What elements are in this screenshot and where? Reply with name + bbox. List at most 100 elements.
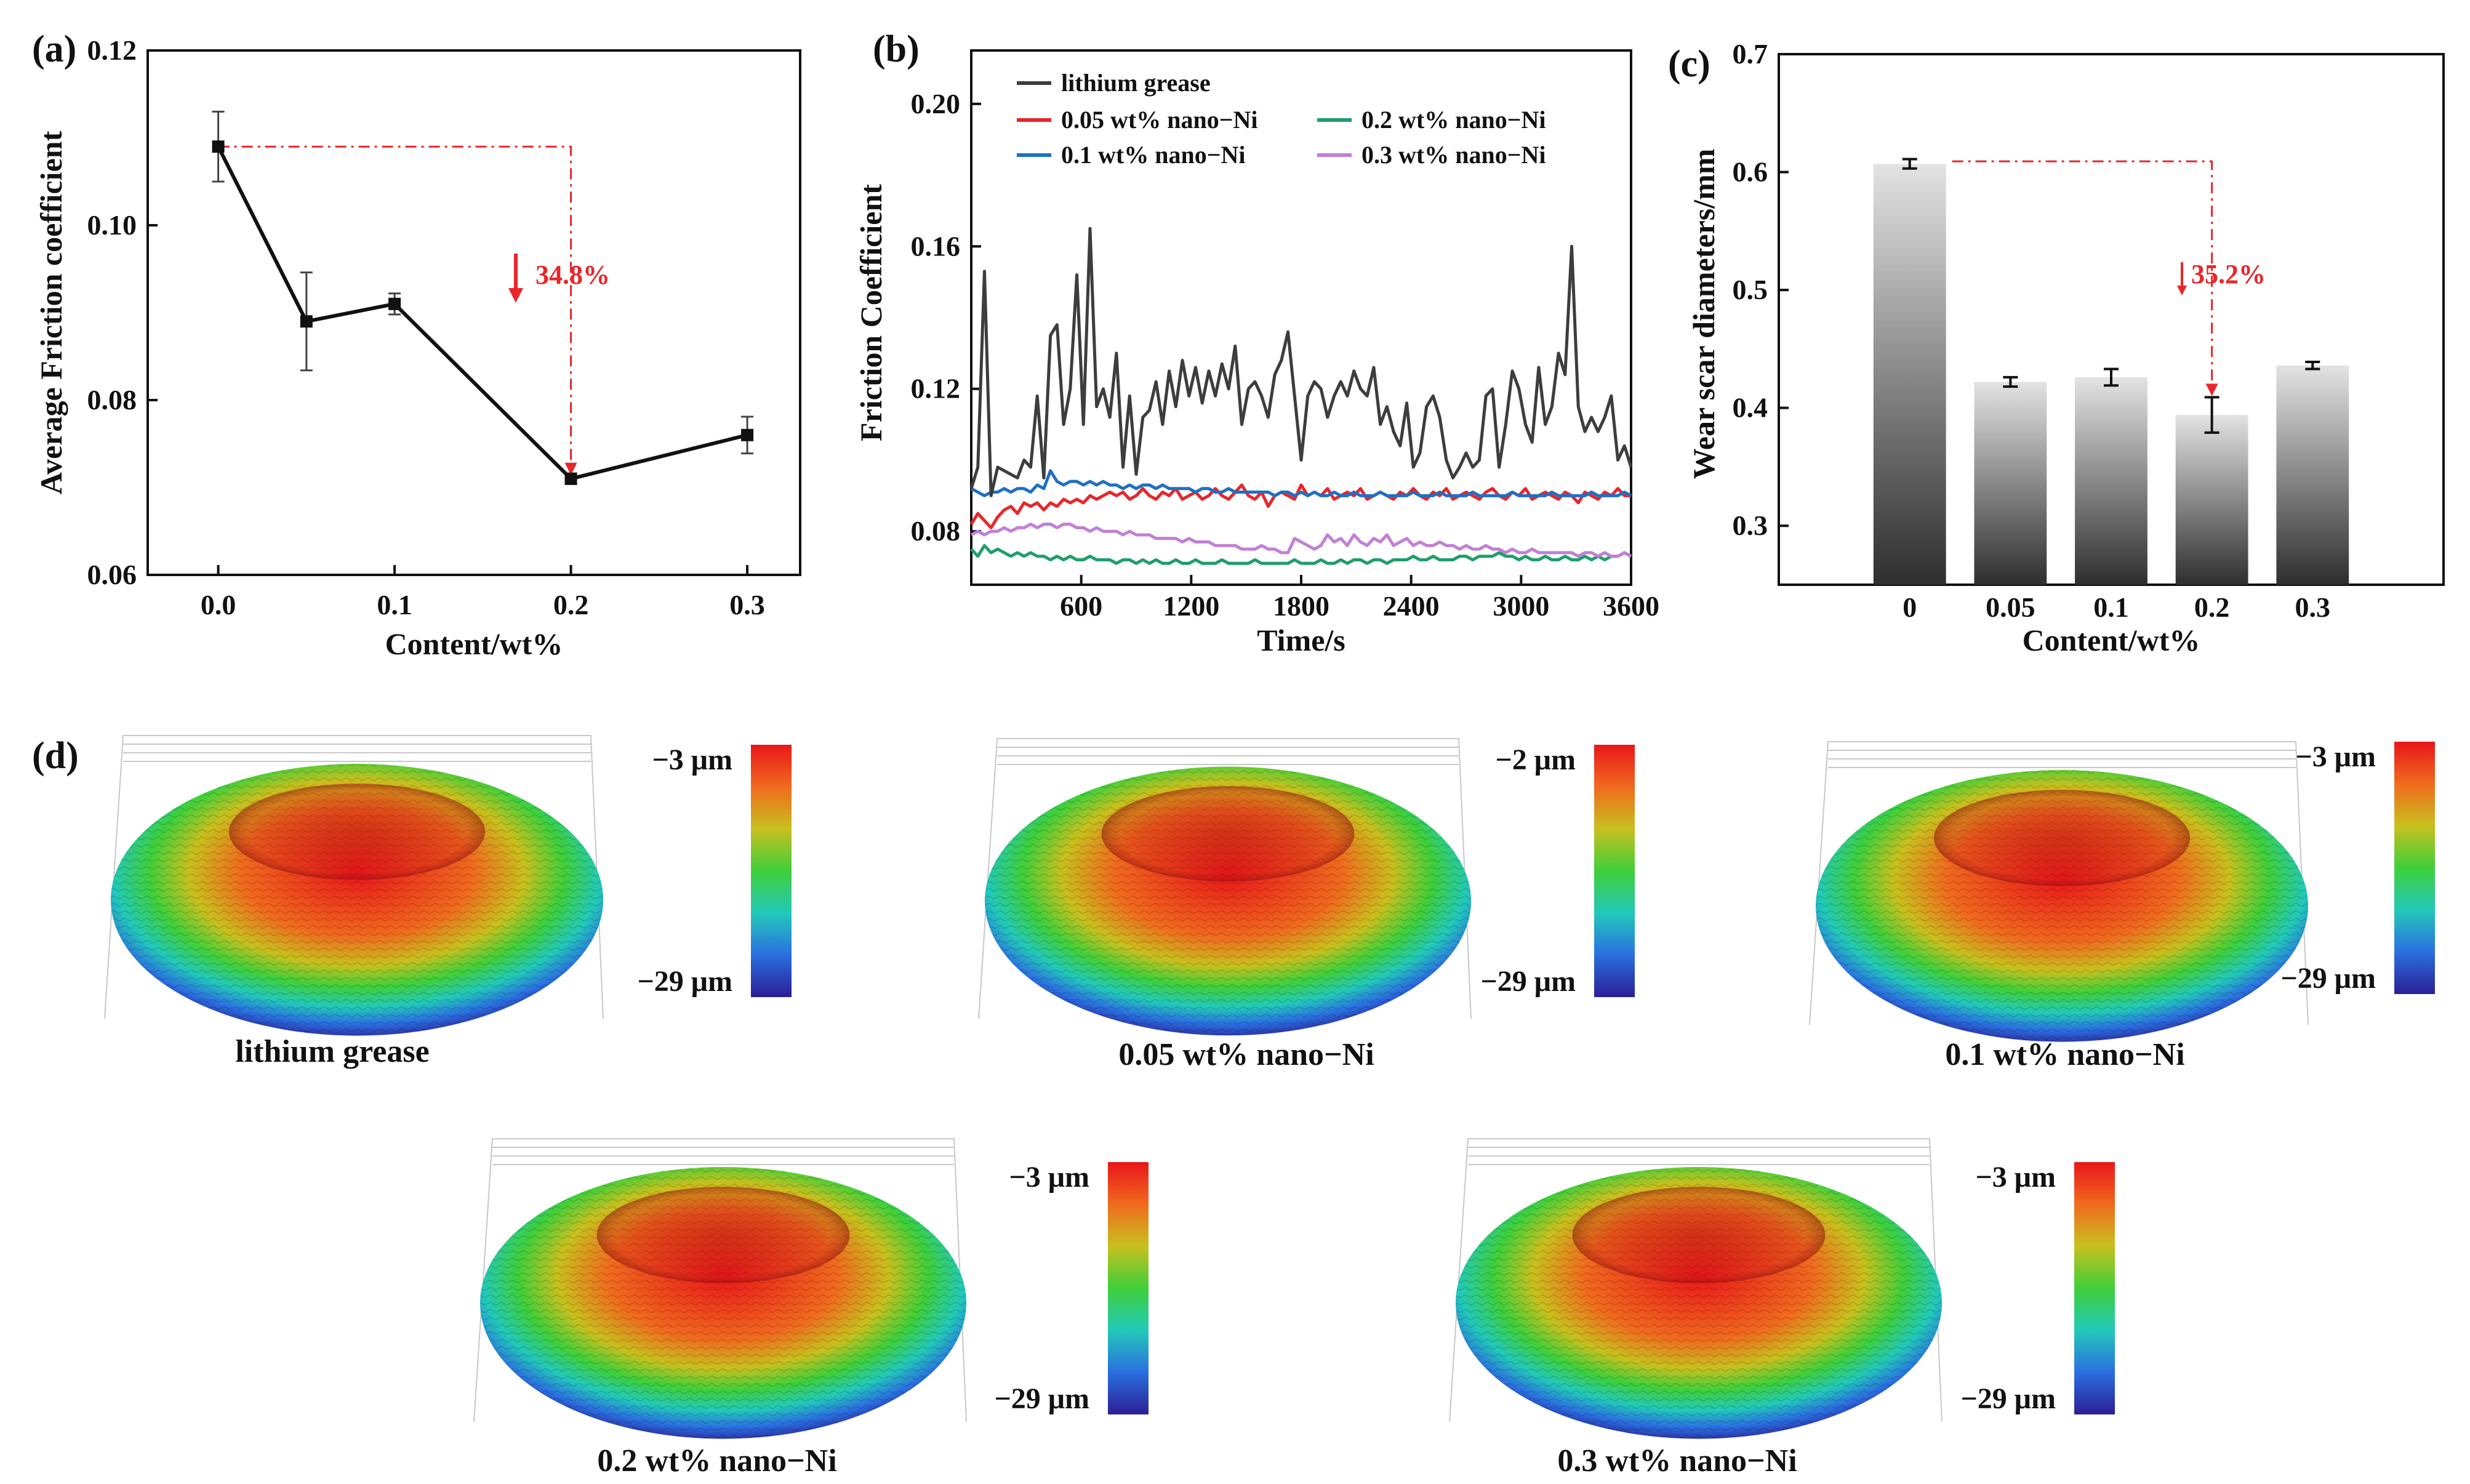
panel-b-series-line-4 xyxy=(970,523,1632,558)
panel-d-label: (d) xyxy=(32,735,79,777)
panel-b-legend: lithium grease 0.05 wt% nano−Ni 0.2 wt% na… xyxy=(1017,69,1546,169)
panel-a-ylabel: Average Friction coefficient xyxy=(34,130,68,494)
surface-caption: 0.05 wt% nano−Ni xyxy=(1118,1037,1374,1072)
wear-scar-pit xyxy=(1572,1187,1826,1283)
panel-b-legend-label: lithium grease xyxy=(1061,69,1211,97)
panel-b-xtick-label: 600 xyxy=(1060,590,1102,622)
colorbar-max-label: −3 μm xyxy=(1975,1161,2056,1193)
panel-a-frame xyxy=(146,49,801,576)
panel-c-ytick-label: 0.7 xyxy=(1733,38,1768,70)
panel-a-xtick-label: 0.2 xyxy=(553,589,589,620)
panel-c-bar xyxy=(1873,164,1946,585)
panel-b-series-line-3 xyxy=(970,469,1632,497)
surface-caption: 0.2 wt% nano−Ni xyxy=(597,1443,836,1478)
panel-b-ytick-label: 0.08 xyxy=(911,515,961,547)
panel-a-data-point xyxy=(388,297,401,310)
wear-scar-pit xyxy=(229,784,485,880)
surface-map-4: −3 μm −29 μm 0.2 wt% nano−Ni xyxy=(473,1138,1149,1478)
panel-c: (c) 0.3 0.4 0.5 0.6 0.7 0 0.05 0.1 0.2 0.3 Conten… xyxy=(1668,38,2445,657)
colorbar xyxy=(2394,742,2435,994)
panel-b-xtick-label: 1200 xyxy=(1163,590,1219,622)
colorbar-min-label: −29 μm xyxy=(1480,965,1576,998)
panel-c-xlabel: Content/wt% xyxy=(2023,623,2200,657)
panel-b-ytick-label: 0.12 xyxy=(911,373,961,404)
panel-b-legend-label: 0.2 wt% nano−Ni xyxy=(1361,106,1546,134)
panel-b-xtick-label: 1800 xyxy=(1273,590,1329,622)
panel-b-ytick-label: 0.16 xyxy=(911,230,961,262)
panel-b-ylabel: Friction Coefficient xyxy=(854,184,888,441)
colorbar xyxy=(751,745,792,997)
panel-b-series-line-2 xyxy=(970,543,1632,565)
panel-b-legend-label: 0.3 wt% nano−Ni xyxy=(1361,141,1546,169)
panel-c-guide-arrowhead xyxy=(2205,383,2218,396)
panel-c-reduction-label: 35.2% xyxy=(2191,259,2266,289)
panel-c-ytick-label: 0.6 xyxy=(1733,156,1768,188)
panel-c-xtick-label: 0.1 xyxy=(2093,592,2129,623)
surface-map-2: −2 μm −29 μm 0.05 wt% nano−Ni xyxy=(978,738,1635,1072)
panel-c-ytick-label: 0.4 xyxy=(1733,392,1768,423)
panel-a-ytick-label: 0.10 xyxy=(87,209,137,241)
panel-a-reduction-guide xyxy=(218,145,572,469)
wear-scar-pit xyxy=(1101,786,1355,882)
panel-a-label: (a) xyxy=(32,28,76,70)
panel-b-xtick-label: 3000 xyxy=(1493,590,1549,622)
wear-scar-pit xyxy=(596,1187,850,1283)
panel-b-legend-label: 0.05 wt% nano−Ni xyxy=(1061,106,1258,134)
panel-c-down-arrowhead xyxy=(2177,286,2187,295)
colorbar-min-label: −29 μm xyxy=(1960,1382,2056,1415)
panel-c-ytick-label: 0.3 xyxy=(1733,510,1768,541)
surface-caption: 0.3 wt% nano−Ni xyxy=(1557,1443,1797,1478)
colorbar-max-label: −3 μm xyxy=(2295,740,2376,773)
panel-b-legend-label: 0.1 wt% nano−Ni xyxy=(1061,141,1246,169)
panel-c-xtick-label: 0.3 xyxy=(2295,592,2331,623)
colorbar-max-label: −3 μm xyxy=(1009,1161,1089,1193)
panel-c-bar xyxy=(2075,377,2147,585)
colorbar xyxy=(1594,745,1635,997)
colorbar xyxy=(1108,1162,1149,1414)
panel-c-reduction-guide xyxy=(1952,160,2213,389)
panel-c-bar xyxy=(2175,415,2248,585)
panel-b-label: (b) xyxy=(873,28,920,70)
panel-c-xtick-label: 0.05 xyxy=(1986,592,2035,623)
panel-b-xtick-label: 2400 xyxy=(1383,590,1440,622)
panel-a-data-point xyxy=(741,428,754,441)
surface-map-3: −3 μm −29 μm 0.1 wt% nano−Ni xyxy=(1809,740,2435,1072)
panel-a-reduction-label: 34.8% xyxy=(535,260,610,290)
panel-c-ytick-label: 0.5 xyxy=(1733,274,1768,305)
surface-caption: 0.1 wt% nano−Ni xyxy=(1945,1037,2184,1072)
colorbar-min-label: −29 μm xyxy=(994,1382,1089,1415)
colorbar-min-label: −29 μm xyxy=(2280,962,2376,995)
panel-b-series-line-0 xyxy=(969,227,1633,497)
wear-scar-pit xyxy=(1934,790,2190,886)
panel-b-series-line-1 xyxy=(969,483,1631,529)
panel-a-ytick-label: 0.06 xyxy=(87,559,137,590)
panel-a-series-line xyxy=(216,145,748,481)
panel-a-ytick-label: 0.12 xyxy=(87,34,137,66)
panel-b-xtick-label: 3600 xyxy=(1603,590,1659,622)
panel-c-bar xyxy=(1974,382,2047,585)
panel-c-label: (c) xyxy=(1668,43,1710,85)
colorbar-max-label: −2 μm xyxy=(1495,744,1576,776)
panel-b-xlabel: Time/s xyxy=(1257,623,1345,657)
panel-a-data-point xyxy=(300,315,313,328)
panel-a-ytick-label: 0.08 xyxy=(87,384,137,415)
panel-a-data-point xyxy=(212,140,225,153)
surface-map-5: −3 μm −29 μm 0.3 wt% nano−Ni xyxy=(1449,1138,2115,1478)
panel-c-xtick-label: 0.2 xyxy=(2194,592,2230,623)
panel-a-xlabel: Content/wt% xyxy=(385,627,563,661)
panel-a-guide-arrowhead xyxy=(564,462,577,475)
surface-map-1: −3 μm −29 μm lithium grease xyxy=(104,735,792,1069)
panel-a-down-arrowhead xyxy=(508,288,523,303)
panel-a-xtick-label: 0.0 xyxy=(201,589,236,620)
panel-b: (b) 0.08 0.12 0.16 0.20 600 1200 1800 2400 3000 3… xyxy=(854,28,1659,657)
panel-a-xtick-label: 0.1 xyxy=(377,589,412,620)
panel-a: (a) 0.06 0.08 0.10 0.12 0.0 0.1 0.2 0.3 Content… xyxy=(32,28,801,661)
panel-c-ylabel: Wear scar diameters/mm xyxy=(1686,149,1721,479)
panel-b-ytick-label: 0.20 xyxy=(911,88,961,119)
panel-c-xtick-label: 0 xyxy=(1903,592,1917,623)
surface-caption: lithium grease xyxy=(235,1034,429,1069)
panel-c-bar xyxy=(2276,365,2349,585)
colorbar-min-label: −29 μm xyxy=(637,965,732,998)
colorbar-max-label: −3 μm xyxy=(652,744,732,776)
